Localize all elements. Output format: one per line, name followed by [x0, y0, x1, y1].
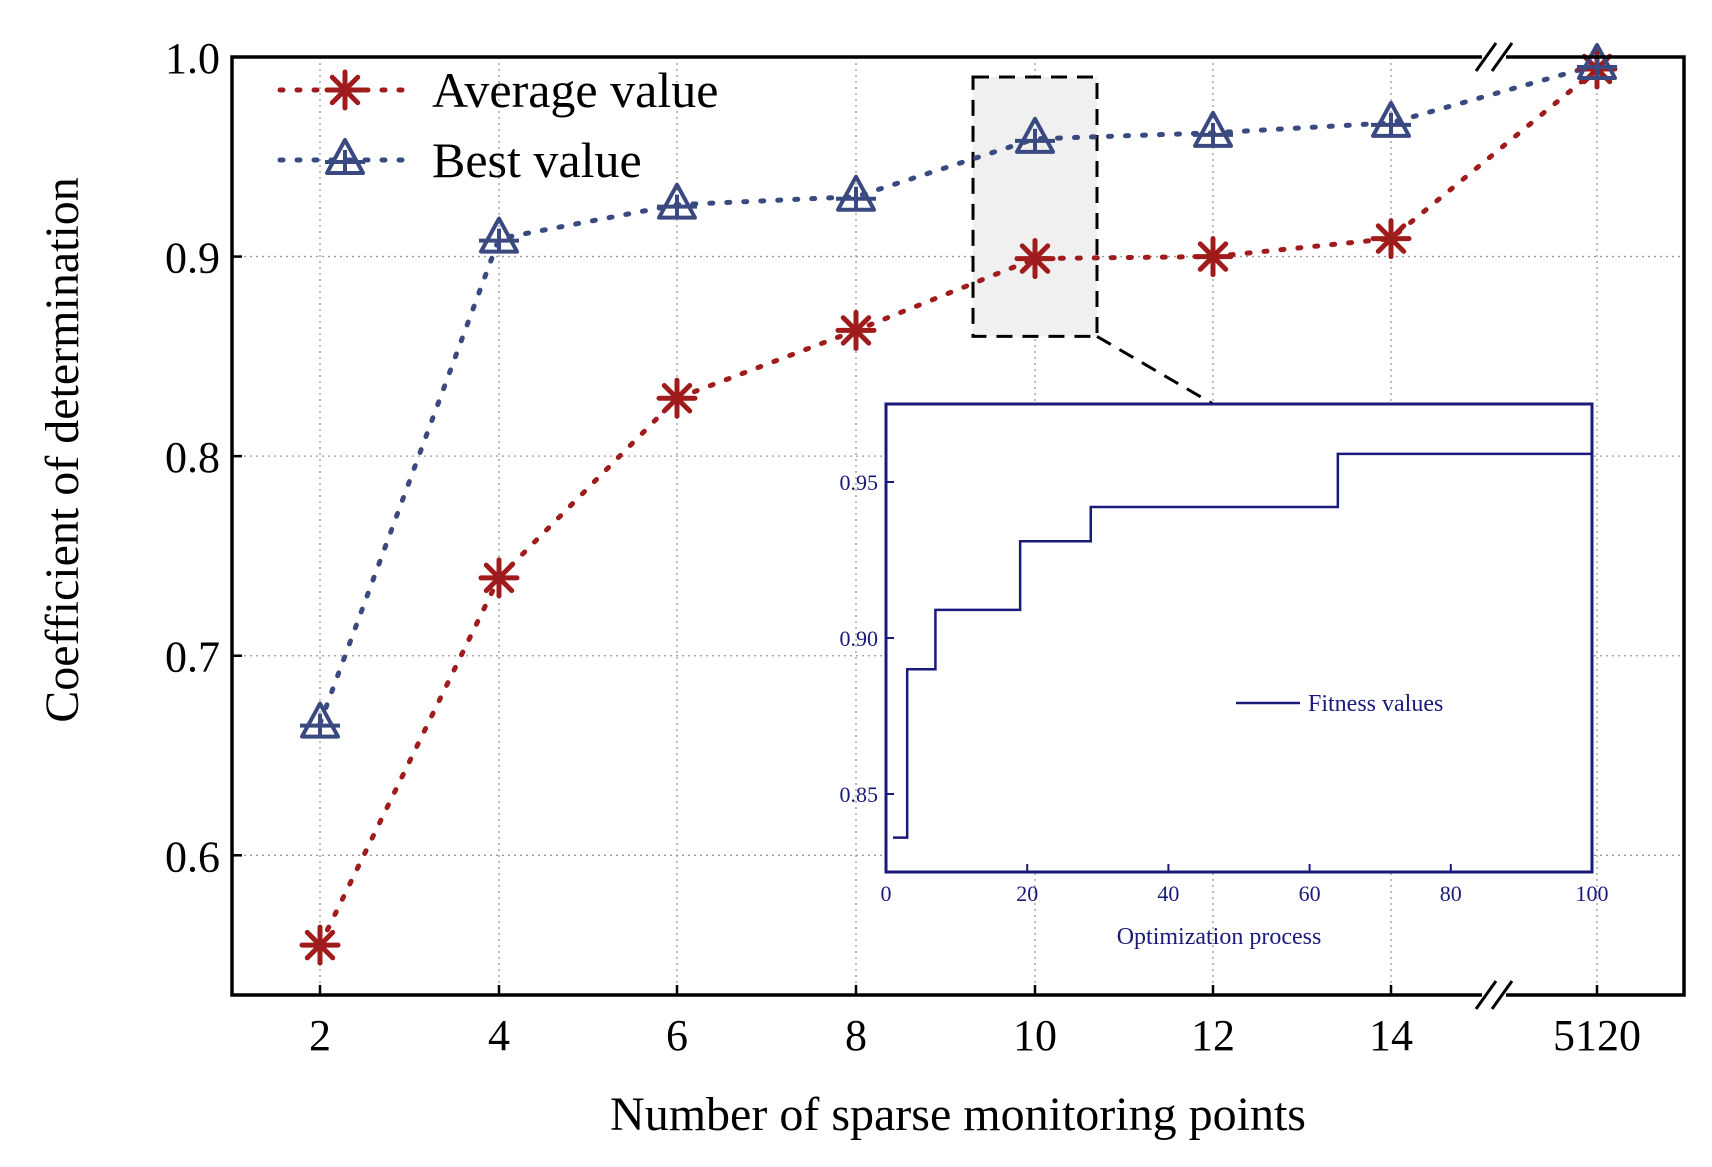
marker-0-4 [1014, 238, 1056, 280]
series-line-1 [317, 62, 1600, 727]
legend-label-1: Best value [432, 132, 642, 188]
marker-1-2 [657, 182, 697, 220]
x-tick-label: 5120 [1553, 1011, 1641, 1060]
inset-x-tick-label: 100 [1576, 881, 1609, 906]
inset-series-line [893, 452, 1592, 839]
axis-break-mark [1490, 42, 1514, 72]
marker-0-2 [656, 377, 698, 419]
x-axis-label: Number of sparse monitoring points [610, 1088, 1306, 1141]
y-tick-label: 0.8 [165, 433, 220, 482]
y-tick-label: 0.6 [165, 832, 220, 881]
marker-1-0 [300, 701, 340, 739]
marker-1-7 [1577, 42, 1617, 80]
y-axis-label: Coefficient of determination [36, 177, 89, 723]
x-tick-label: 4 [488, 1011, 510, 1060]
legend-marker-0 [324, 69, 366, 111]
marker-1-6 [1371, 100, 1411, 138]
marker-0-5 [1192, 236, 1234, 278]
inset-y-tick-label: 0.85 [840, 782, 879, 807]
zoom-connector [1096, 335, 1214, 406]
x-tick-label: 2 [309, 1011, 331, 1060]
marker-1-5 [1193, 110, 1233, 148]
inset-x-axis-label: Optimization process [1117, 924, 1322, 950]
axis-break-mark [1474, 42, 1498, 72]
marker-0-3 [835, 309, 877, 351]
series-lines [317, 62, 1600, 948]
inset-y-tick-label: 0.90 [840, 626, 879, 651]
y-tick-label: 1.0 [165, 34, 220, 83]
marker-0-0 [299, 924, 341, 966]
series-markers [299, 42, 1618, 966]
inset-chart: 0 20 40 60 80 100 0.85 0.90 0.95 Fitness values Op… [840, 335, 1609, 950]
marker-1-3 [836, 174, 876, 212]
x-tick-label: 14 [1369, 1011, 1413, 1060]
inset-x-tick-label: 0 [881, 881, 892, 906]
marker-1-1 [479, 216, 519, 254]
y-tick-label: 0.9 [165, 234, 220, 283]
y-tick-label: 0.7 [165, 633, 220, 682]
legend: Average value Best value [277, 62, 718, 188]
x-tick-label: 8 [845, 1011, 867, 1060]
inset-x-tick-label: 20 [1016, 881, 1038, 906]
marker-1-4 [1015, 116, 1055, 154]
axis-break-mark [1490, 980, 1514, 1010]
highlight-region [971, 75, 1099, 338]
x-tick-label: 10 [1013, 1011, 1057, 1060]
x-tick-label: 6 [666, 1011, 688, 1060]
axis-break-mark [1474, 980, 1498, 1010]
inset-x-tick-label: 60 [1299, 881, 1321, 906]
highlight-box [971, 75, 1099, 338]
inset-frame [884, 402, 1594, 874]
plot-border [230, 55, 1686, 997]
legend-label-0: Average value [432, 62, 718, 118]
inset-x-tick-label: 80 [1440, 881, 1462, 906]
inset-x-tick-label: 40 [1157, 881, 1179, 906]
marker-0-6 [1370, 218, 1412, 260]
legend-marker-1 [325, 138, 365, 175]
inset-y-tick-label: 0.95 [840, 470, 879, 495]
plot-frame [230, 42, 1686, 1010]
axis-ticks: 2 4 6 8 10 12 14 5120 0.6 0.7 0.8 0.9 1.0 [165, 34, 1641, 1060]
marker-0-1 [478, 557, 520, 599]
inset-legend-label: Fitness values [1308, 691, 1443, 717]
x-tick-label: 12 [1191, 1011, 1235, 1060]
